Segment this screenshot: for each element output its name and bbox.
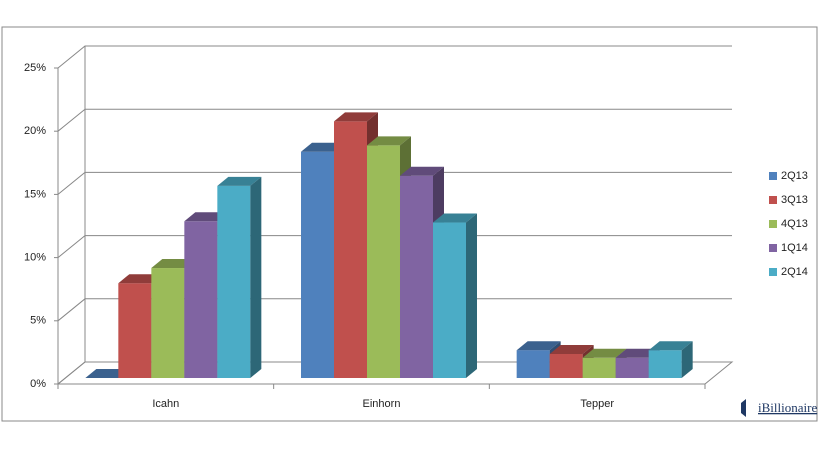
bar-front bbox=[151, 268, 185, 378]
legend-label: 4Q13 bbox=[781, 218, 808, 230]
x-tick-label: Einhorn bbox=[363, 398, 401, 410]
x-tick-label: Tepper bbox=[580, 398, 614, 410]
legend-swatch bbox=[769, 244, 777, 252]
bar-front bbox=[648, 350, 682, 378]
bar-front bbox=[301, 151, 334, 378]
bar bbox=[648, 341, 693, 378]
legend-swatch bbox=[769, 268, 777, 276]
bar-top bbox=[582, 348, 627, 358]
legend-swatch bbox=[769, 196, 777, 204]
bar-front bbox=[118, 283, 152, 378]
bar-top bbox=[648, 341, 693, 351]
bar bbox=[85, 369, 130, 378]
bar-top bbox=[367, 136, 411, 146]
y-tick-label: 5% bbox=[30, 315, 46, 327]
bar-top bbox=[433, 213, 477, 223]
bar-front bbox=[549, 353, 583, 378]
legend-label: 1Q14 bbox=[781, 242, 808, 254]
bar-front bbox=[400, 175, 433, 378]
bar-front bbox=[184, 221, 218, 378]
bar-front bbox=[334, 121, 367, 379]
bar-front bbox=[433, 222, 466, 378]
bar-front bbox=[217, 185, 251, 378]
bar-top bbox=[217, 176, 262, 186]
y-tick-label: 10% bbox=[24, 252, 46, 264]
x-tick-label: Icahn bbox=[152, 398, 179, 410]
y-tick-label: 25% bbox=[24, 62, 46, 74]
legend-swatch bbox=[769, 220, 777, 228]
bar-side bbox=[681, 341, 693, 378]
legend-swatch bbox=[769, 172, 777, 180]
brand-logo: iBillionaire bbox=[741, 399, 817, 417]
y-tick-label: 0% bbox=[30, 378, 46, 390]
bar-front bbox=[582, 357, 616, 378]
bar-top bbox=[85, 369, 130, 378]
bar bbox=[217, 176, 262, 378]
y-tick-label: 15% bbox=[24, 188, 46, 200]
bar-top bbox=[334, 112, 378, 122]
legend-label: 2Q13 bbox=[781, 170, 808, 182]
legend-label: 3Q13 bbox=[781, 194, 808, 206]
bar-side bbox=[250, 176, 262, 378]
y-tick-label: 20% bbox=[24, 125, 46, 137]
legend-label: 2Q14 bbox=[781, 266, 808, 278]
bar-top bbox=[400, 166, 444, 176]
bar-top bbox=[516, 341, 561, 351]
bar-side bbox=[466, 213, 477, 378]
bar-front bbox=[615, 357, 649, 378]
bar bbox=[433, 213, 477, 378]
bar-front bbox=[516, 350, 550, 378]
bar-front bbox=[367, 145, 400, 378]
brand-icon bbox=[741, 399, 746, 417]
bar-top bbox=[549, 344, 594, 354]
brand-name[interactable]: iBillionaire bbox=[758, 400, 817, 415]
